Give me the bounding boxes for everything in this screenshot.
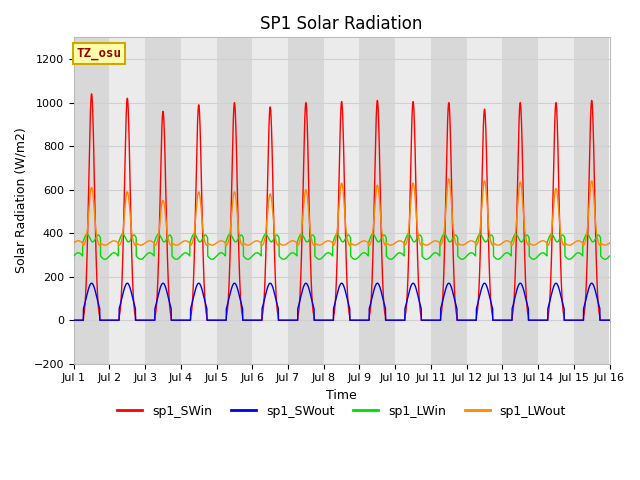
Bar: [109, 37, 145, 364]
Bar: [181, 37, 216, 364]
Bar: [396, 37, 431, 364]
Bar: [145, 37, 181, 364]
Bar: [74, 37, 109, 364]
Bar: [574, 37, 609, 364]
Bar: [324, 37, 360, 364]
Y-axis label: Solar Radiation (W/m2): Solar Radiation (W/m2): [15, 128, 28, 274]
Bar: [288, 37, 324, 364]
Title: SP1 Solar Radiation: SP1 Solar Radiation: [260, 15, 423, 33]
Bar: [431, 37, 467, 364]
Legend: sp1_SWin, sp1_SWout, sp1_LWin, sp1_LWout: sp1_SWin, sp1_SWout, sp1_LWin, sp1_LWout: [112, 400, 571, 423]
Bar: [502, 37, 538, 364]
Bar: [252, 37, 288, 364]
Bar: [538, 37, 574, 364]
Text: TZ_osu: TZ_osu: [76, 47, 122, 60]
X-axis label: Time: Time: [326, 389, 357, 402]
Bar: [467, 37, 502, 364]
Bar: [216, 37, 252, 364]
Bar: [360, 37, 396, 364]
